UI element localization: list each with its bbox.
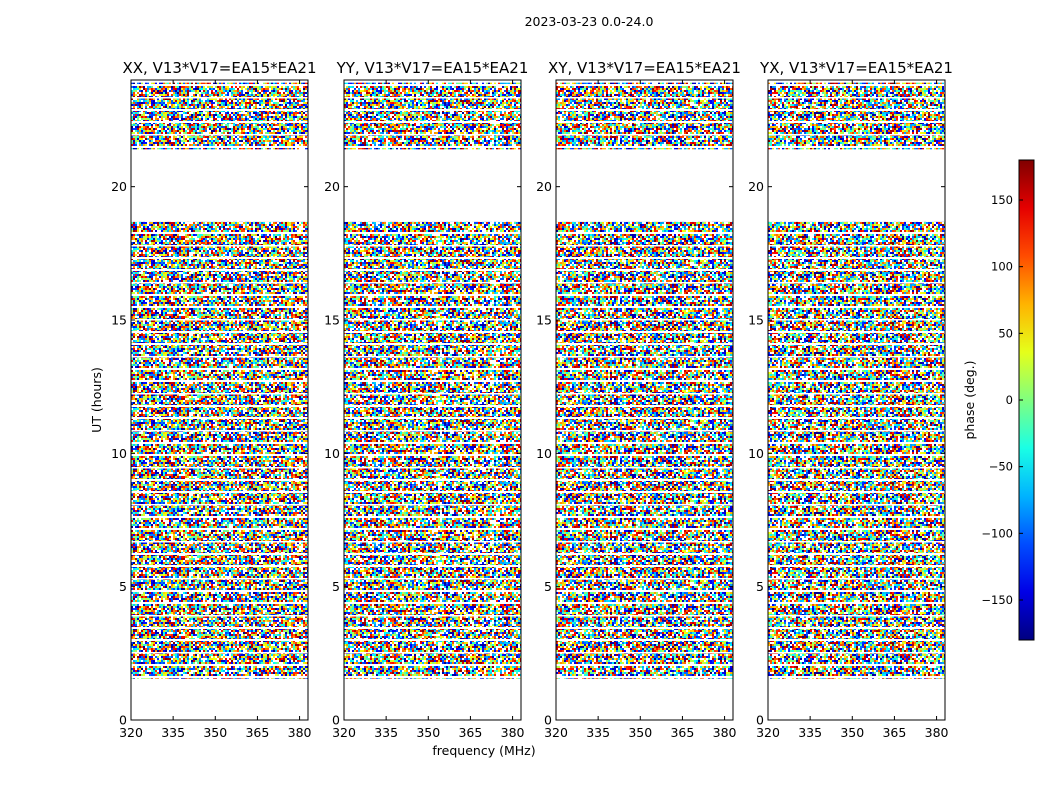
y-tick-label: 15: [536, 313, 552, 328]
colorbar-tick-label: −100: [981, 526, 1013, 540]
colorbar-tick-label: 0: [1006, 393, 1013, 407]
y-tick-label: 0: [756, 713, 764, 728]
figure-suptitle: 2023-03-23 0.0-24.0: [525, 14, 654, 29]
x-tick-label: 365: [245, 725, 269, 740]
flagged-rows: [344, 621, 521, 679]
panel-xx: XX, V13*V17=EA15*EA21 320 335 350 365 380 0 5 10…: [111, 59, 316, 740]
y-tick-label: 5: [119, 579, 127, 594]
axes-frame: [130, 79, 309, 721]
flagged-rows: [768, 546, 945, 622]
y-tick-label: 15: [324, 313, 340, 328]
flagged-rows: [131, 221, 308, 328]
x-tick-label: 335: [374, 725, 398, 740]
colorbar-tick-label: −150: [981, 593, 1013, 607]
y-tick-label: 10: [111, 446, 127, 461]
x-tick-label: 350: [628, 725, 652, 740]
y-axis-label: UT (hours): [89, 367, 104, 433]
flagged-rows: [556, 546, 733, 622]
x-tick-label: 365: [458, 725, 482, 740]
y-tick-label: 15: [748, 313, 764, 328]
x-tick-label: 350: [203, 725, 227, 740]
flagged-rows: [344, 546, 521, 622]
flagged-rows: [556, 621, 733, 679]
x-tick-label: 335: [798, 725, 822, 740]
flagged-rows: [556, 328, 733, 486]
flagged-rows: [556, 82, 733, 150]
x-tick-label: 320: [756, 725, 780, 740]
x-tick-label: 380: [925, 725, 949, 740]
x-tick-label: 380: [288, 725, 312, 740]
colorbar-tick-label: 50: [998, 326, 1013, 340]
panel-title: XX, V13*V17=EA15*EA21: [122, 59, 316, 77]
panel-yy: YY, V13*V17=EA15*EA21 320 335 350 365 380 0 5 10…: [324, 59, 528, 740]
colorbar-label: phase (deg.): [962, 361, 977, 440]
x-tick-label: 320: [544, 725, 568, 740]
x-tick-label: 365: [882, 725, 906, 740]
x-tick-label: 380: [713, 725, 737, 740]
y-tick-label: 20: [536, 179, 552, 194]
y-tick-label: 10: [536, 446, 552, 461]
x-tick-label: 350: [416, 725, 440, 740]
flagged-rows: [768, 221, 945, 328]
flagged-rows: [768, 328, 945, 486]
y-tick-label: 10: [324, 446, 340, 461]
x-tick-label: 350: [840, 725, 864, 740]
y-tick-label: 5: [544, 579, 552, 594]
y-tick-label: 0: [544, 713, 552, 728]
colorbar-tick-label: −50: [989, 460, 1013, 474]
axes-frame: [343, 79, 522, 721]
flagged-rows: [344, 221, 521, 328]
flagged-rows: [131, 82, 308, 150]
flagged-rows: [768, 82, 945, 150]
x-tick-label: 320: [119, 725, 143, 740]
flagged-rows: [768, 485, 945, 547]
y-tick-label: 0: [332, 713, 340, 728]
flagged-rows: [344, 328, 521, 486]
panel-title: YY, V13*V17=EA15*EA21: [336, 59, 529, 77]
flagged-rows: [131, 485, 308, 547]
x-tick-label: 365: [670, 725, 694, 740]
y-tick-label: 20: [111, 179, 127, 194]
flagged-rows: [131, 328, 308, 486]
panel-title: XY, V13*V17=EA15*EA21: [548, 59, 741, 77]
flagged-rows: [556, 221, 733, 328]
colorbar: 150 100 50 0 −50 −100 −150 phase (deg.): [962, 159, 1035, 641]
y-tick-label: 0: [119, 713, 127, 728]
axes-frame: [555, 79, 734, 721]
x-tick-label: 320: [332, 725, 356, 740]
y-tick-label: 20: [748, 179, 764, 194]
panels-group: XX, V13*V17=EA15*EA21 320 335 350 365 380 0 5 10…: [111, 59, 953, 740]
flagged-rows: [344, 82, 521, 150]
panel-yx: YX, V13*V17=EA15*EA21 320 335 350 365 380 0 5 10…: [748, 59, 953, 740]
flagged-rows: [131, 621, 308, 679]
flagged-rows: [344, 485, 521, 547]
x-tick-label: 335: [586, 725, 610, 740]
colorbar-tick-label: 100: [991, 260, 1013, 274]
y-tick-label: 20: [324, 179, 340, 194]
x-axis-label: frequency (MHz): [432, 743, 535, 758]
colorbar-tick-label: 150: [991, 193, 1013, 207]
y-tick-label: 10: [748, 446, 764, 461]
axes-frame: [767, 79, 946, 721]
y-tick-label: 5: [332, 579, 340, 594]
y-tick-label: 5: [756, 579, 764, 594]
flagged-rows: [131, 546, 308, 622]
flagged-rows: [556, 485, 733, 547]
flagged-rows: [768, 621, 945, 679]
panel-xy: XY, V13*V17=EA15*EA21 320 335 350 365 380 0 5 10…: [536, 59, 741, 740]
x-tick-label: 335: [161, 725, 185, 740]
x-tick-label: 380: [501, 725, 525, 740]
y-tick-label: 15: [111, 313, 127, 328]
panel-title: YX, V13*V17=EA15*EA21: [759, 59, 953, 77]
